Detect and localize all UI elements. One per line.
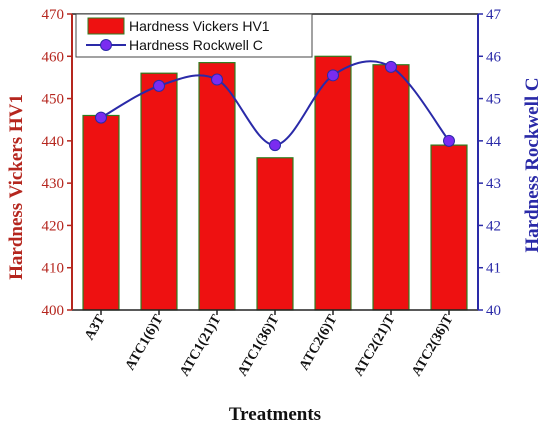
y-tick-label-right-0: 40: [486, 303, 501, 319]
rockwell-point-6: [443, 134, 455, 147]
rockwell-point-1: [153, 79, 165, 92]
x-tick-label-1: ATC1(6)T: [123, 312, 167, 373]
legend-swatch-bar: [87, 17, 125, 35]
y-tick-label-right-1: 41: [486, 261, 501, 277]
y-tick-label-left-2: 420: [42, 218, 65, 234]
x-tick-label-3: ATC1(36)T: [235, 312, 282, 379]
x-tick-label-6: ATC2(36)T: [409, 312, 456, 379]
y-tick-label-left-7: 470: [42, 7, 65, 23]
x-tick-label-5: ATC2(21)T: [351, 312, 398, 379]
y-tick-label-right-7: 47: [486, 7, 502, 23]
rockwell-line-group: [95, 60, 455, 152]
y-tick-label-right-6: 46: [486, 49, 502, 65]
rockwell-point-3: [269, 139, 281, 152]
y-axis-title-right: Hardness Rockwell C: [522, 77, 543, 252]
y-tick-label-right-5: 45: [486, 92, 501, 108]
bar-2: [198, 62, 236, 311]
x-tick-label-2: ATC1(21)T: [177, 312, 224, 379]
y-tick-label-left-3: 430: [42, 176, 65, 192]
y-tick-label-left-4: 440: [42, 134, 65, 150]
bar-0: [82, 114, 120, 311]
legend-swatch-marker: [100, 39, 112, 51]
bar-6: [430, 144, 468, 311]
y-tick-label-left-6: 460: [42, 49, 65, 65]
y-axis-title-left: Hardness Vickers HV1: [6, 94, 27, 280]
legend: Hardness Vickers HV1 Hardness Rockwell C: [75, 13, 313, 58]
legend-label-rockwell: Hardness Rockwell C: [129, 37, 263, 53]
y-tick-label-left-0: 400: [42, 303, 65, 319]
x-tick-label-4: ATC2(6)T: [297, 312, 341, 373]
y-tick-label-right-3: 43: [486, 176, 501, 192]
bar-group: [82, 55, 468, 311]
bar-4: [314, 55, 352, 311]
rockwell-point-2: [211, 73, 223, 86]
x-axis-title: Treatments: [229, 404, 321, 425]
rockwell-point-0: [95, 111, 107, 124]
bar-3: [256, 157, 294, 311]
rockwell-point-5: [385, 60, 397, 73]
y-tick-label-right-4: 44: [486, 134, 502, 150]
y-tick-label-right-2: 42: [486, 218, 501, 234]
x-tick-label-0: A3T: [82, 312, 109, 343]
bar-5: [372, 64, 410, 311]
rockwell-point-4: [327, 69, 339, 82]
y-tick-label-left-5: 450: [42, 92, 65, 108]
bar-1: [140, 72, 178, 311]
y-tick-label-left-1: 410: [42, 261, 65, 277]
legend-label-vickers: Hardness Vickers HV1: [129, 18, 270, 34]
